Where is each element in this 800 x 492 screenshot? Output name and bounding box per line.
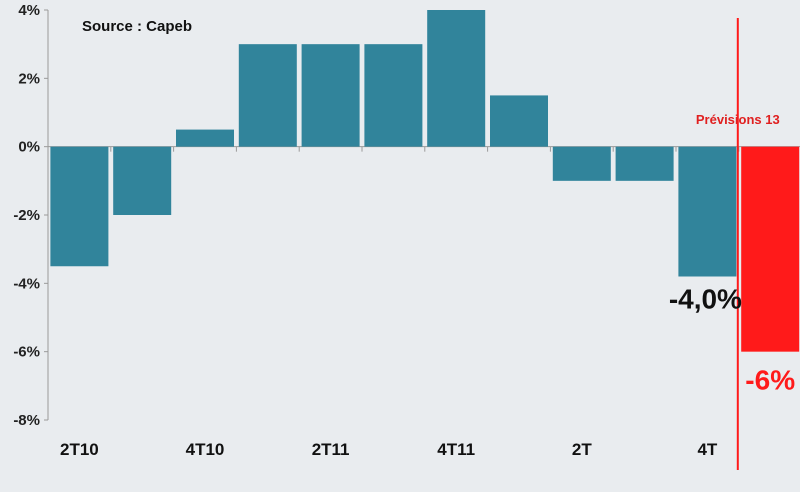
last-quarter-annotation: -4,0%: [669, 284, 742, 315]
x-tick-label: 4T11: [437, 440, 475, 459]
y-tick-label: -8%: [13, 412, 40, 429]
y-tick-label: 4%: [18, 2, 40, 19]
bar-2t11: [301, 44, 360, 147]
x-tick-label: 2T: [572, 440, 592, 459]
axes: -8% -6% -4% -2% 0% 2% 4%: [13, 2, 800, 429]
forecast-annotation: -6%: [745, 365, 795, 396]
x-tick-label: 2T11: [312, 440, 350, 459]
bars: [50, 10, 800, 352]
x-tick-label: 4T: [697, 440, 717, 459]
y-tick-label: 0%: [18, 139, 40, 156]
bar-4t11: [427, 10, 486, 147]
bar-prévisions-13: [741, 146, 800, 352]
bar-2t: [552, 146, 611, 181]
x-tick-label: 4T10: [186, 440, 225, 459]
bar-2t10: [50, 146, 109, 267]
bar-1t: [490, 95, 548, 147]
bar-1t11: [238, 44, 297, 147]
bar-3t10: [113, 146, 172, 215]
y-tick-label: -4%: [13, 275, 40, 292]
bar-4t: [678, 146, 737, 277]
y-tick-label: 2%: [18, 70, 40, 87]
bar-4t10: [176, 129, 234, 147]
x-tick-label: 2T10: [60, 440, 99, 459]
category-labels: 2T10 4T10 2T11 4T11 2T 4T: [60, 440, 718, 459]
y-tick-label: -6%: [13, 344, 40, 361]
bar-3t11: [364, 44, 423, 147]
source-note: Source : Capeb: [82, 18, 192, 35]
forecast-label: Prévisions 13: [696, 112, 780, 127]
bar-3t: [615, 146, 674, 181]
y-tick-label: -2%: [13, 207, 40, 224]
